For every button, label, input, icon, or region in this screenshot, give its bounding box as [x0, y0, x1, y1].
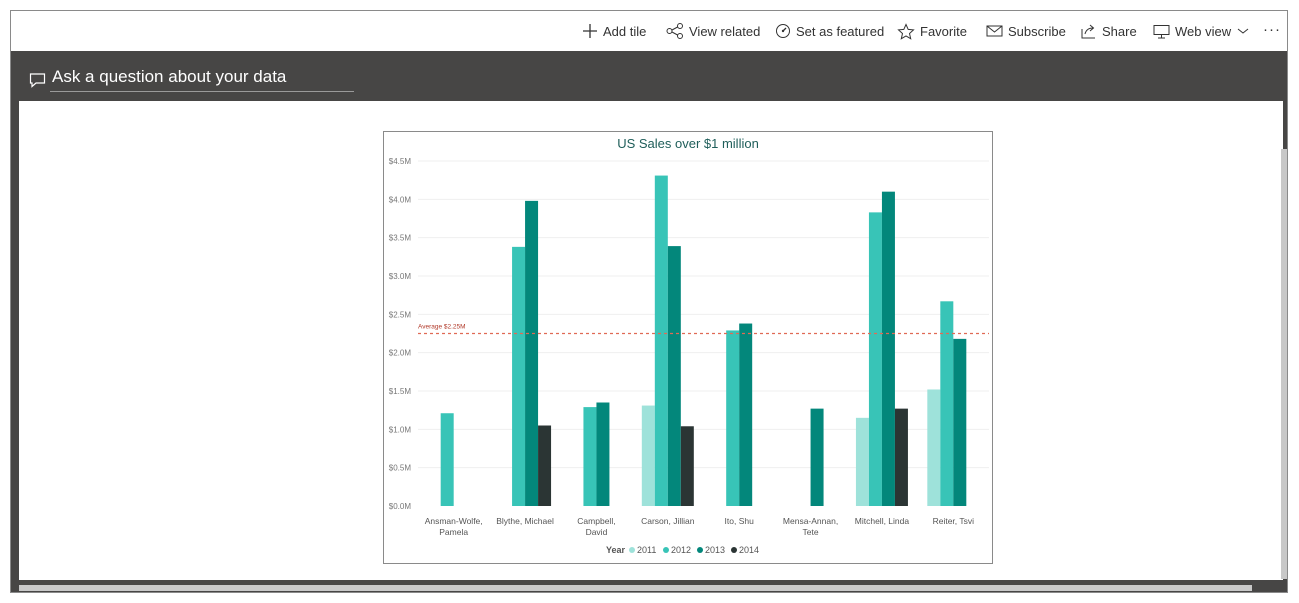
favorite-label: Favorite [920, 23, 967, 39]
add-tile-button[interactable]: Add tile [582, 21, 646, 41]
bar-2014 [680, 426, 694, 506]
set-featured-button[interactable]: Set as featured [775, 21, 884, 41]
more-options-button[interactable]: ··· [1263, 20, 1281, 38]
monitor-icon [1153, 24, 1170, 38]
x-tick-label: Tete [803, 527, 819, 537]
legend-label: 2013 [705, 545, 725, 555]
bar-2011 [927, 389, 941, 506]
y-tick-label: $3.5M [389, 234, 412, 243]
bar-2012 [868, 212, 882, 506]
bar-2013 [739, 323, 753, 506]
bar-2012 [512, 246, 526, 506]
bar-2013 [525, 200, 539, 506]
view-related-button[interactable]: View related [666, 21, 760, 41]
x-tick-label: David [586, 527, 608, 537]
plus-icon [583, 24, 597, 38]
bar-2013 [881, 191, 895, 506]
qa-input[interactable] [50, 67, 354, 92]
y-tick-label: $0.5M [389, 464, 412, 473]
bar-2012 [440, 413, 454, 506]
dashboard-canvas: US Sales over $1 million $0.0M $0.5M $1.0M $… [19, 101, 1283, 580]
star-icon [897, 22, 915, 40]
legend-marker [663, 547, 669, 553]
x-tick-label: Blythe, Michael [496, 516, 554, 526]
add-tile-label: Add tile [603, 23, 647, 39]
average-label: Average $2.25M [418, 324, 466, 331]
legend-marker [697, 547, 703, 553]
bar-2013 [953, 338, 967, 506]
bar-chart: US Sales over $1 million $0.0M $0.5M $1.0M $… [389, 136, 989, 555]
legend-label: 2012 [671, 545, 691, 555]
legend-marker [629, 547, 635, 553]
web-view-button[interactable]: Web view [1153, 21, 1250, 41]
toolbar: Add tile View related Set as featured Fa… [11, 11, 1287, 51]
legend-label: 2011 [637, 545, 656, 555]
speech-bubble-icon [29, 72, 46, 88]
app-window: Add tile View related Set as featured Fa… [10, 10, 1288, 593]
horizontal-scrollbar[interactable] [19, 585, 1252, 591]
bar-2014 [894, 408, 908, 506]
y-tick-label: $1.0M [389, 425, 412, 434]
mail-icon [986, 25, 1003, 37]
x-tick-label: Pamela [439, 527, 468, 537]
bar-2012 [940, 301, 954, 506]
y-tick-label: $4.5M [389, 157, 412, 166]
legend-title: Year [606, 545, 626, 555]
subscribe-label: Subscribe [1008, 23, 1066, 39]
chart-tile[interactable]: US Sales over $1 million $0.0M $0.5M $1.0M $… [383, 131, 993, 564]
x-tick-label: Mensa-Annan, [783, 516, 838, 526]
y-tick-label: $0.0M [389, 502, 412, 511]
legend-label: 2014 [739, 545, 759, 555]
legend-marker [731, 547, 737, 553]
y-tick-label: $2.5M [389, 310, 412, 319]
share-icon [1081, 24, 1095, 39]
vertical-scrollbar[interactable] [1281, 149, 1287, 579]
bar-2011 [855, 417, 869, 506]
dashboard-area: US Sales over $1 million $0.0M $0.5M $1.0M $… [11, 101, 1287, 592]
y-tick-label: $3.0M [389, 272, 412, 281]
bar-2012 [654, 175, 668, 507]
x-tick-label: Ito, Shu [725, 516, 755, 526]
y-tick-label: $1.5M [389, 387, 412, 396]
bar-2013 [596, 402, 610, 506]
bar-2013 [810, 408, 824, 506]
web-view-label: Web view [1175, 23, 1232, 39]
bar-2012 [726, 330, 740, 506]
x-tick-label: Mitchell, Linda [855, 516, 910, 526]
related-icon [666, 23, 683, 39]
qa-box [29, 67, 354, 92]
share-button[interactable]: Share [1080, 21, 1137, 41]
bar-2011 [641, 405, 655, 506]
x-tick-label: Campbell, [577, 516, 615, 526]
x-tick-label: Ansman-Wolfe, [425, 516, 483, 526]
x-tick-label: Reiter, Tsvi [933, 516, 975, 526]
view-related-label: View related [689, 23, 761, 39]
set-featured-label: Set as featured [796, 23, 885, 39]
x-tick-label: Carson, Jillian [641, 516, 695, 526]
chart-title: US Sales over $1 million [617, 136, 759, 151]
bar-2013 [667, 246, 681, 506]
favorite-button[interactable]: Favorite [897, 21, 967, 41]
qa-bar [11, 51, 1287, 101]
bar-2012 [583, 407, 597, 506]
bar-2014 [538, 425, 552, 506]
y-tick-label: $2.0M [389, 349, 412, 358]
gauge-icon [776, 24, 790, 38]
chevron-down-icon [1237, 28, 1249, 34]
share-label: Share [1102, 23, 1137, 39]
y-tick-label: $4.0M [389, 195, 412, 204]
subscribe-button[interactable]: Subscribe [986, 21, 1066, 41]
